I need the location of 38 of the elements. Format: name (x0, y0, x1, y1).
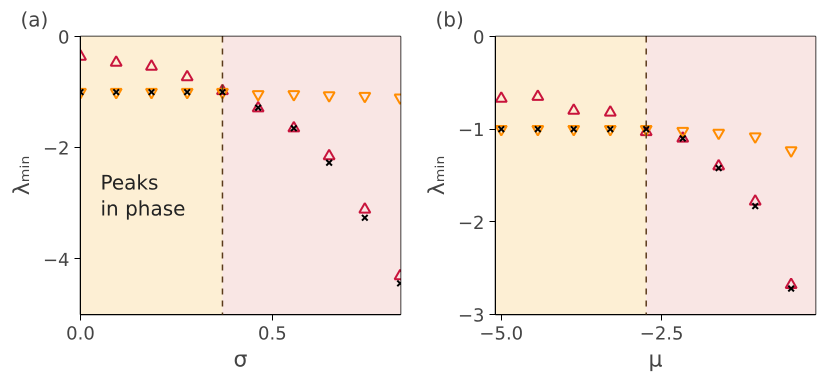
y-axis-title: λₘᵢₙ (10, 156, 35, 196)
point (110, 88, 123, 100)
point (567, 103, 580, 115)
chart-title: (a) (20, 8, 48, 32)
point (287, 90, 300, 102)
y-tick-label: −2 (458, 212, 485, 234)
point (322, 91, 336, 103)
annotation: Peaks in phase (100, 170, 186, 220)
x-tick-label: −5.0 (479, 324, 524, 344)
point (676, 131, 690, 143)
y-axis-title: λₘᵢₙ (424, 156, 450, 196)
x-tick-label: 0.0 (66, 324, 95, 344)
point (787, 284, 795, 292)
x-axis-title: σ (234, 348, 248, 372)
chart-title: (b) (436, 8, 464, 32)
point (751, 202, 760, 210)
point (748, 194, 762, 206)
point (325, 158, 333, 167)
y-tick-label: −4 (42, 250, 70, 271)
point (358, 92, 372, 104)
point (784, 277, 798, 290)
x-axis-title: μ (648, 348, 662, 372)
point (216, 88, 229, 100)
point (712, 158, 726, 170)
point (252, 90, 265, 102)
y-tick-label: 0 (58, 28, 70, 48)
point (360, 214, 369, 222)
y-tick-label: −3 (458, 306, 485, 326)
point (144, 88, 158, 100)
x-tick-label: −2.5 (640, 324, 684, 344)
point (604, 105, 617, 117)
point (180, 88, 194, 100)
y-tick-label: 0 (473, 28, 484, 48)
point (531, 89, 544, 101)
y-tick-label: −1 (458, 120, 485, 142)
x-tick-label: 0.5 (258, 324, 287, 344)
point (496, 91, 508, 103)
y-tick-label: −2 (42, 138, 70, 160)
